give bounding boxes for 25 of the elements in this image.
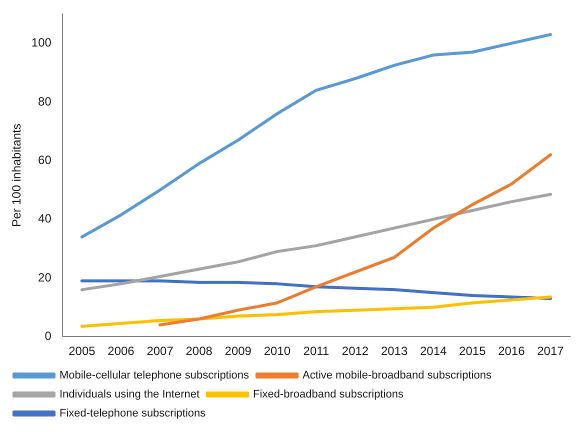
y-axis-title: Per 100 inhabitants (10, 124, 24, 228)
x-tick-label: 2017 (537, 344, 564, 358)
y-tick-label: 80 (38, 94, 52, 108)
x-tick-label: 2006 (108, 344, 135, 358)
x-tick-label: 2013 (380, 344, 408, 358)
y-tick-label: 20 (38, 270, 52, 284)
legend-label: Individuals using the Internet (60, 388, 200, 401)
x-tick-label: 2009 (224, 344, 252, 358)
legend-label: Fixed-telephone subscriptions (60, 408, 206, 420)
x-tick-label: 2011 (303, 344, 330, 358)
legend-label: Mobile-cellular telephone subscriptions (60, 370, 250, 382)
x-tick-label: 2010 (264, 344, 291, 358)
x-tick-label: 2016 (498, 344, 526, 358)
legend-label: Fixed-broadband subscriptions (253, 388, 404, 401)
legend-label: Active mobile-broadband subscriptions (302, 370, 492, 382)
x-tick-label: 2005 (68, 344, 96, 358)
x-tick-label: 2015 (459, 344, 486, 358)
y-tick-label: 0 (44, 328, 52, 343)
x-tick-label: 2008 (186, 344, 213, 358)
x-tick-label: 2014 (420, 344, 448, 358)
y-tick-label: 100 (31, 36, 52, 50)
y-tick-label: 40 (38, 212, 52, 226)
x-tick-label: 2012 (342, 344, 369, 358)
x-tick-label: 2007 (146, 344, 174, 358)
y-tick-label: 60 (38, 152, 52, 167)
